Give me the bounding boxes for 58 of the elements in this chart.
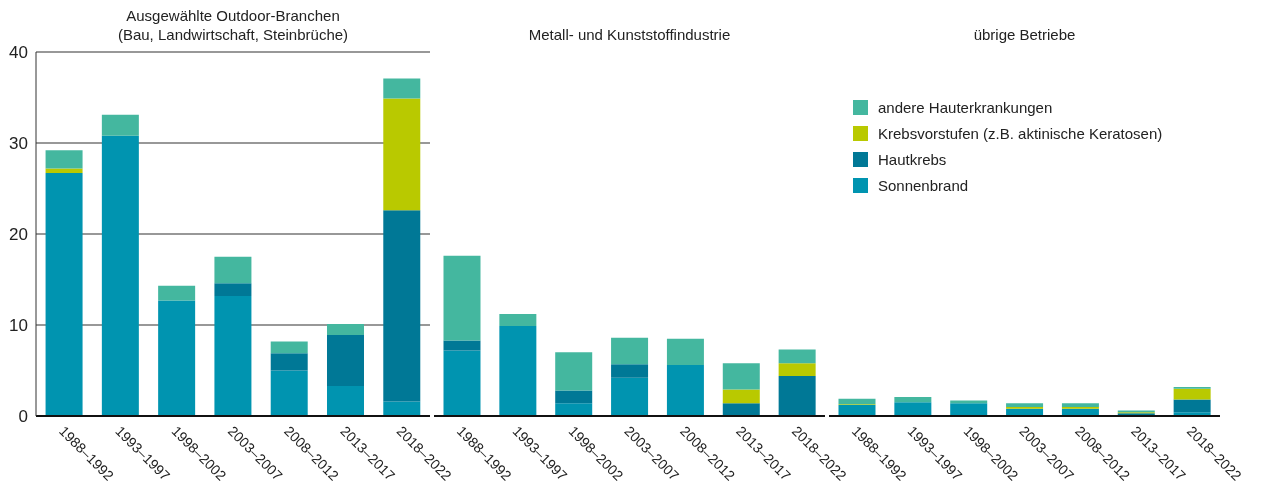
bar: [443, 350, 481, 416]
bar: [327, 324, 364, 336]
bar: [555, 403, 593, 416]
bar: [778, 363, 816, 376]
legend-label: Sonnenbrand: [878, 176, 969, 194]
bar: [383, 78, 421, 99]
bar: [1173, 388, 1211, 400]
bar: [838, 398, 876, 405]
y-tick-label: 20: [9, 225, 28, 245]
bar: [383, 210, 421, 402]
bar: [611, 337, 649, 365]
bar: [327, 385, 364, 416]
bar: [778, 349, 816, 364]
bar: [894, 402, 932, 416]
bar: [611, 364, 649, 378]
bar: [499, 314, 537, 326]
bar: [722, 363, 760, 390]
bar: [950, 403, 988, 416]
legend-label: andere Hauterkrankungen: [878, 98, 1053, 116]
bar: [101, 114, 139, 136]
bar: [443, 340, 481, 351]
bar: [45, 173, 83, 416]
bar: [214, 283, 252, 296]
bar: [270, 341, 308, 354]
bar: [555, 390, 593, 404]
bar: [838, 405, 876, 416]
bar: [270, 370, 308, 416]
y-tick-label: 10: [9, 316, 28, 336]
bar: [611, 377, 649, 416]
bar: [666, 338, 704, 366]
bar: [158, 300, 196, 416]
bar: [45, 150, 83, 169]
bar: [101, 135, 139, 416]
bar: [383, 98, 421, 211]
bar: [666, 365, 704, 416]
bar: [443, 255, 481, 341]
chart-title: Ausgewählte Outdoor-Branchen (Bau, Landwirtschaft, Steinbrüche): [116, 6, 350, 44]
bar: [327, 335, 364, 386]
bar: [894, 396, 932, 403]
legend-label: Krebsvorstufen (z.B. aktinische Keratosen): [878, 124, 1163, 142]
legend-label: Hautkrebs: [878, 150, 947, 168]
bar: [383, 401, 421, 416]
bar: [1173, 399, 1211, 413]
bar: [499, 325, 537, 416]
bar: [722, 389, 760, 404]
chart-title: übrige Betriebe: [972, 25, 1077, 44]
y-tick-label: 0: [18, 407, 28, 427]
bar: [778, 375, 816, 416]
chart-title: Metall- und Kunststoffindustrie: [527, 25, 732, 44]
bar: [214, 295, 252, 416]
bar: [270, 353, 308, 371]
bar: [158, 285, 196, 301]
y-tick-label: 40: [9, 43, 28, 63]
bar: [214, 256, 252, 284]
bar: [45, 168, 83, 174]
bar: [722, 403, 760, 416]
bar: [555, 352, 593, 391]
y-tick-label: 30: [9, 134, 28, 154]
